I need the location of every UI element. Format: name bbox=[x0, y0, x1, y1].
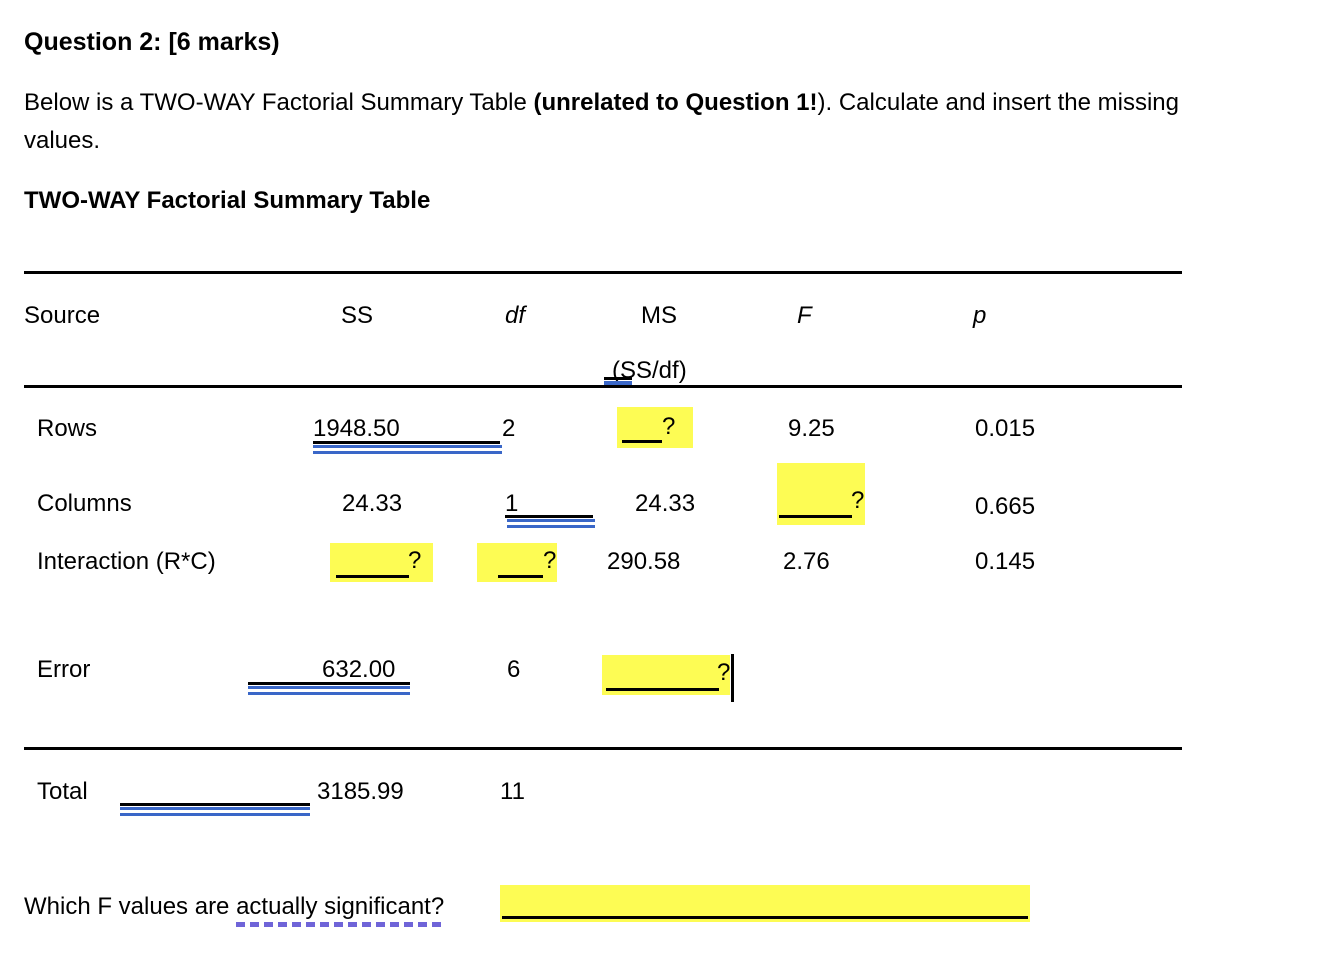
row-error-ms-blank[interactable]: ? bbox=[602, 655, 730, 695]
row-columns-f-blank-underline bbox=[779, 515, 852, 518]
row-total-label: Total bbox=[37, 778, 88, 805]
row-interaction-p: 0.145 bbox=[975, 548, 1036, 575]
row-columns-p: 0.665 bbox=[975, 493, 1036, 520]
row-error-ss-blue-double-underline bbox=[248, 686, 410, 695]
row-rows-ss-blue-double-underline bbox=[313, 445, 502, 454]
row-rows-f: 9.25 bbox=[788, 415, 835, 442]
row-rows-label: Rows bbox=[37, 415, 98, 442]
ms-sub-underscore bbox=[604, 377, 632, 380]
row-interaction-ss-question-mark: ? bbox=[408, 547, 422, 574]
answer-blank-underline bbox=[502, 916, 1028, 919]
row-total-ss: 3185.99 bbox=[317, 778, 404, 805]
header-df: df bbox=[505, 302, 526, 329]
row-error-ss: 632.00 bbox=[322, 656, 396, 683]
row-columns-f-question-mark: ? bbox=[851, 487, 865, 514]
intro-line-2: values. bbox=[24, 127, 101, 154]
header-ms: MS bbox=[641, 302, 677, 329]
row-interaction-label: Interaction (R*C) bbox=[37, 548, 216, 575]
header-p: p bbox=[973, 302, 987, 329]
answer-blank[interactable] bbox=[500, 885, 1030, 922]
header-f: F bbox=[797, 302, 812, 329]
row-interaction-ss-blank-underline bbox=[336, 575, 409, 578]
row-error-df: 6 bbox=[507, 656, 521, 683]
row-rows-p: 0.015 bbox=[975, 415, 1036, 442]
row-columns-ss: 24.33 bbox=[342, 490, 403, 517]
footer-question-grammar-underlined: actually significant? bbox=[236, 893, 445, 927]
row-rows-ss: 1948.50 bbox=[313, 415, 400, 442]
row-columns-df: 1 bbox=[505, 490, 519, 517]
intro-text-pre: Below is a TWO-WAY Factorial Summary Tab… bbox=[24, 89, 534, 116]
row-error-label: Error bbox=[37, 656, 91, 683]
header-ss: SS bbox=[341, 302, 374, 329]
ms-sub-blue-mark bbox=[604, 381, 632, 386]
row-total-ss-blue-double-underline bbox=[120, 807, 310, 816]
row-columns-ms: 24.33 bbox=[635, 490, 696, 517]
row-rows-df: 2 bbox=[502, 415, 516, 442]
row-columns-df-blue-double-underline bbox=[507, 519, 595, 528]
row-interaction-df-question-mark: ? bbox=[543, 547, 557, 574]
row-columns-f-blank[interactable]: ? bbox=[777, 463, 865, 525]
table-title: TWO-WAY Factorial Summary Table bbox=[24, 187, 431, 214]
footer-question-pre: Which F values are bbox=[24, 893, 237, 920]
intro-line-1: Below is a TWO-WAY Factorial Summary Tab… bbox=[24, 89, 1179, 117]
row-rows-ms-blank[interactable]: ? bbox=[617, 407, 693, 448]
row-rows-ss-underline bbox=[313, 441, 500, 444]
row-columns-df-underline bbox=[505, 515, 593, 518]
row-total-df: 11 bbox=[500, 778, 525, 805]
row-interaction-ss-blank[interactable]: ? bbox=[330, 543, 433, 582]
row-rows-ms-question-mark: ? bbox=[662, 413, 676, 440]
row-interaction-ms: 290.58 bbox=[607, 548, 681, 575]
row-interaction-df-blank-underline bbox=[498, 575, 543, 578]
row-total-ss-underline bbox=[120, 803, 310, 806]
intro-text-bold: (unrelated to Question 1! bbox=[533, 89, 818, 116]
intro-text-post: ). Calculate and insert the missing bbox=[817, 89, 1180, 116]
table-header-rule bbox=[24, 385, 1182, 388]
row-error-ms-blank-underline bbox=[606, 688, 719, 691]
question-title: Question 2: [6 marks) bbox=[24, 28, 280, 56]
row-rows-ms-blank-underline bbox=[622, 440, 662, 443]
row-interaction-df-blank[interactable]: ? bbox=[477, 543, 557, 582]
header-source: Source bbox=[24, 302, 101, 329]
footer-question: Which F values are actually significant? bbox=[24, 893, 445, 927]
text-cursor bbox=[731, 654, 734, 702]
table-top-rule bbox=[24, 271, 1182, 274]
row-columns-label: Columns bbox=[37, 490, 132, 517]
row-interaction-f: 2.76 bbox=[783, 548, 830, 575]
row-error-ss-underline bbox=[248, 682, 410, 685]
table-bottom-rule bbox=[24, 747, 1182, 750]
row-error-ms-question-mark: ? bbox=[717, 659, 731, 686]
